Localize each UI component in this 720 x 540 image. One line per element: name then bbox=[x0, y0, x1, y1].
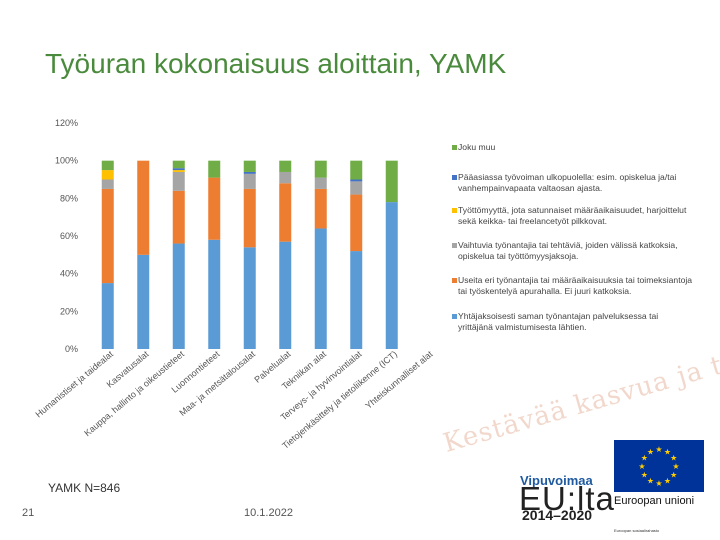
legend-swatch bbox=[452, 314, 457, 319]
eu-sublabel: Euroopan sosiaalirahasto bbox=[614, 528, 660, 533]
eu-star-icon: ★ bbox=[647, 477, 654, 486]
eu-star-icon: ★ bbox=[664, 447, 671, 456]
legend-swatch bbox=[452, 175, 457, 180]
bar-segment bbox=[172, 168, 185, 171]
vipuvoimaa-logo-name: Vipuvoimaa bbox=[520, 473, 593, 488]
bar-segment bbox=[101, 188, 114, 284]
x-tick-label: Humanistiset ja taidealat bbox=[33, 349, 115, 420]
bar-segment bbox=[350, 194, 363, 252]
bar-segment bbox=[101, 170, 114, 180]
y-tick-label: 20% bbox=[60, 306, 78, 316]
bar-segment bbox=[350, 251, 363, 349]
bar-segment bbox=[101, 160, 114, 171]
slide-number: 21 bbox=[22, 507, 35, 519]
bar-segment bbox=[385, 160, 398, 203]
bar-segment bbox=[350, 160, 363, 180]
bar-segment bbox=[385, 202, 398, 349]
bar-segment bbox=[314, 177, 327, 189]
bar-segment bbox=[172, 190, 185, 244]
bar-segment bbox=[314, 160, 327, 178]
eu-star-icon: ★ bbox=[641, 454, 648, 463]
legend-swatch bbox=[452, 243, 457, 248]
slide-title: Työuran kokonaisuus aloittain, YAMK bbox=[45, 48, 507, 79]
legend-label: Yhtäjaksoisesti saman työnantajan palvel… bbox=[458, 311, 659, 332]
legend-item: Yhtäjaksoisesti saman työnantajan palvel… bbox=[452, 311, 693, 333]
bar-segment bbox=[208, 239, 221, 349]
bar-segment bbox=[172, 171, 185, 191]
eu-star-icon: ★ bbox=[672, 462, 679, 471]
eu-star-icon: ★ bbox=[655, 445, 662, 454]
eu-star-icon: ★ bbox=[664, 477, 671, 486]
bar-segment bbox=[314, 228, 327, 349]
bar-segment bbox=[243, 188, 256, 248]
eu-star-icon: ★ bbox=[670, 454, 677, 463]
bar-segment bbox=[350, 181, 363, 195]
eu-label: Euroopan unioni bbox=[614, 495, 695, 507]
legend-swatch bbox=[452, 208, 457, 213]
y-tick-label: 0% bbox=[65, 344, 78, 354]
bar-segment bbox=[172, 170, 185, 172]
eu-stars-icon: ★★★★★★★★★ ★ ★★ bbox=[638, 445, 679, 488]
y-tick-label: 100% bbox=[55, 156, 78, 166]
eu-flag-icon: ★ ★ ★ ★ ★ ★ ★ ★ ★ ★ ★ ★ bbox=[614, 440, 704, 492]
bar-segment bbox=[137, 160, 150, 255]
y-tick-label: 120% bbox=[55, 118, 78, 128]
chart-bars bbox=[101, 160, 398, 349]
legend-swatch bbox=[452, 278, 457, 283]
legend-label: Työttömyyttä, jota satunnaiset määräaika… bbox=[458, 205, 687, 226]
legend-label: Pääasiassa työvoiman ulkopuolella: esim.… bbox=[458, 172, 677, 193]
legend-item: Pääasiassa työvoiman ulkopuolella: esim.… bbox=[452, 172, 693, 194]
x-tick-label: Yhteiskunnalliset alat bbox=[363, 349, 435, 411]
bar-segment bbox=[172, 243, 185, 349]
eu-star-icon: ★ bbox=[670, 471, 677, 480]
bar-segment bbox=[208, 160, 221, 178]
eu-star-icon: ★ bbox=[655, 479, 662, 488]
bar-segment bbox=[279, 183, 292, 242]
y-tick-label: 60% bbox=[60, 231, 78, 241]
eu-star-icon: ★ bbox=[638, 462, 645, 471]
chart-labels: 0% 20% 40% 60% 80% 100% 120% Humanistiset ja ta… bbox=[33, 118, 434, 451]
bar-segment bbox=[243, 171, 256, 174]
bar-segment bbox=[243, 160, 256, 172]
bar-segment bbox=[279, 241, 292, 349]
bar-segment bbox=[208, 177, 221, 240]
legend-swatch bbox=[452, 145, 457, 150]
bar-segment bbox=[314, 188, 327, 229]
legend-label: Useita eri työnantajia tai määräaikaisuu… bbox=[458, 275, 693, 296]
bar-segment bbox=[101, 283, 114, 349]
y-tick-label: 80% bbox=[60, 193, 78, 203]
bar-segment bbox=[101, 179, 114, 189]
bar-segment bbox=[279, 160, 292, 172]
legend-item: Työttömyyttä, jota satunnaiset määräaika… bbox=[452, 205, 693, 227]
legend-label: Joku muu bbox=[458, 142, 496, 152]
eu-star-icon: ★ bbox=[647, 447, 654, 456]
eu-star-icon: ★ bbox=[641, 471, 648, 480]
sample-size-note: YAMK N=846 bbox=[48, 481, 121, 495]
bar-segment bbox=[172, 160, 185, 169]
vipuvoimaa-logo-eu: EU:lta bbox=[519, 480, 615, 517]
bar-segment bbox=[243, 247, 256, 349]
legend-item: Vaihtuvia työnantajia tai tehtäviä, joid… bbox=[452, 240, 693, 262]
legend-label: Vaihtuvia työnantajia tai tehtäviä, joid… bbox=[458, 240, 678, 261]
bar-segment bbox=[137, 254, 150, 349]
bar-segment bbox=[243, 173, 256, 189]
slide-date: 10.1.2022 bbox=[244, 507, 293, 519]
legend-item: Joku muu bbox=[452, 142, 693, 153]
legend-item: Useita eri työnantajia tai määräaikaisuu… bbox=[452, 275, 693, 297]
vipuvoimaa-logo-years: 2014–2020 bbox=[522, 507, 593, 523]
bar-segment bbox=[350, 179, 363, 182]
bar-segment bbox=[279, 171, 292, 184]
y-tick-label: 40% bbox=[60, 269, 78, 279]
